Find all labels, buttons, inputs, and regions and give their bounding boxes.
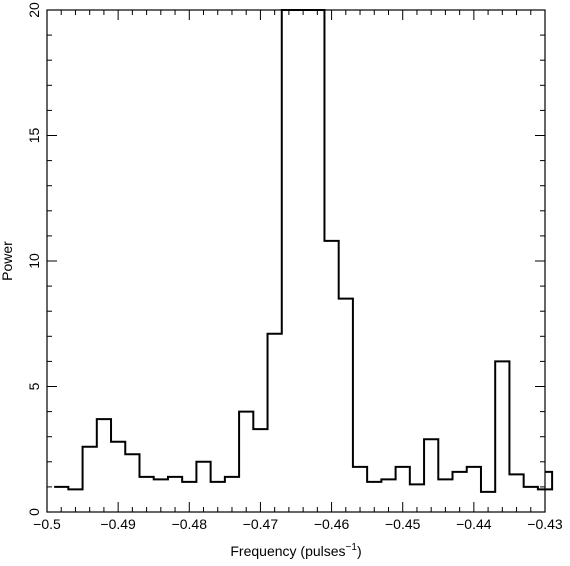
- x-tick-label: −0.46: [314, 516, 350, 532]
- y-tick-label: 0: [26, 508, 42, 516]
- x-axis-label-close: ): [357, 543, 362, 559]
- power-step-line: [54, 9, 554, 493]
- x-tick-label: −0.48: [172, 516, 208, 532]
- x-tick-label: −0.44: [456, 516, 492, 532]
- x-tick-label: −0.47: [243, 516, 279, 532]
- y-tick-label: 10: [26, 253, 42, 269]
- y-axis-label: Power: [0, 241, 15, 281]
- x-tick-label: −0.5: [33, 516, 61, 532]
- x-tick-label: −0.45: [385, 516, 421, 532]
- axis-ticks: [46, 9, 546, 513]
- plot-frame: [46, 9, 546, 513]
- y-tick-label: 20: [26, 2, 42, 18]
- x-axis-label-superscript: −1: [346, 542, 358, 553]
- x-axis-label-main: Frequency (pulses: [230, 543, 345, 559]
- y-tick-label: 5: [26, 382, 42, 390]
- y-tick-label: 15: [26, 128, 42, 144]
- x-tick-labels: −0.5 −0.49 −0.48 −0.47 −0.46 −0.45 −0.44 −0.43: [33, 516, 563, 532]
- x-tick-label: −0.49: [100, 516, 136, 532]
- x-axis-label: Frequency (pulses−1): [230, 542, 361, 559]
- x-tick-label: −0.43: [527, 516, 563, 532]
- y-tick-labels: 0 5 10 15 20: [26, 2, 42, 516]
